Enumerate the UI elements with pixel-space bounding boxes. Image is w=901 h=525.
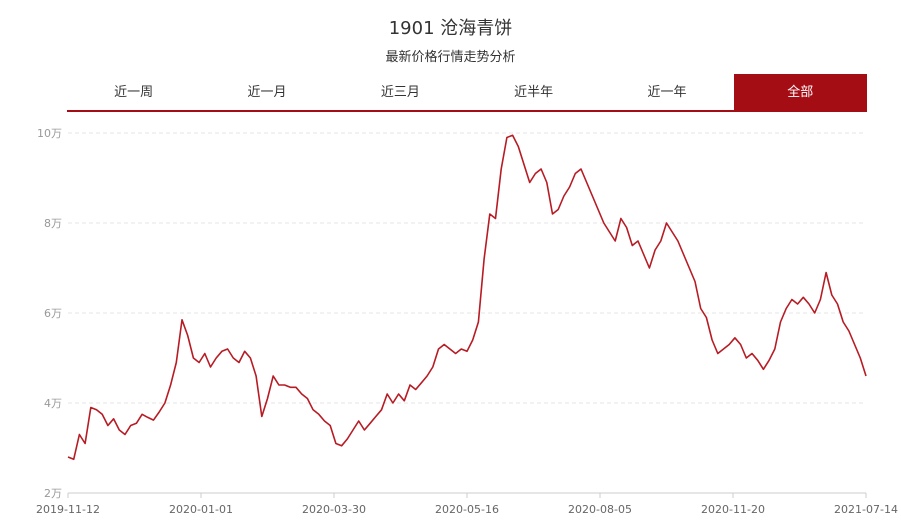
y-tick-label: 10万	[37, 127, 62, 140]
chart-subtitle: 最新价格行情走势分析	[385, 50, 516, 65]
y-tick-label: 6万	[44, 307, 62, 320]
chart-title: 1901 沧海青饼	[388, 18, 513, 39]
x-tick-label: 2020-03-30	[302, 503, 366, 516]
y-tick-label: 4万	[44, 397, 62, 410]
tab-three-months[interactable]: 近三月	[380, 85, 420, 100]
y-tick-label: 2万	[44, 487, 62, 500]
x-tick-label: 2020-11-20	[701, 503, 765, 516]
x-tick-label: 2020-05-16	[435, 503, 499, 516]
x-tick-label: 2019-11-12	[36, 503, 100, 516]
price-line-chart: 2万 4万 6万 8万 10万 2019-11-12 2020-01-01 2020-03-3…	[36, 127, 898, 516]
price-series-line	[67, 134, 867, 461]
x-tick-label: 2020-01-01	[169, 503, 233, 516]
tab-half-year[interactable]: 近半年	[514, 85, 554, 100]
x-tick-label: 2021-07-14	[834, 503, 898, 516]
tab-week[interactable]: 近一周	[114, 85, 154, 100]
y-tick-label: 8万	[44, 217, 62, 230]
x-tick-label: 2020-08-05	[568, 503, 632, 516]
tab-month[interactable]: 近一月	[247, 85, 287, 100]
tab-year[interactable]: 近一年	[647, 85, 687, 100]
tab-all[interactable]: 全部	[733, 74, 867, 110]
range-tabs: 近一周 近一月 近三月 近半年 近一年 全部	[67, 74, 867, 112]
